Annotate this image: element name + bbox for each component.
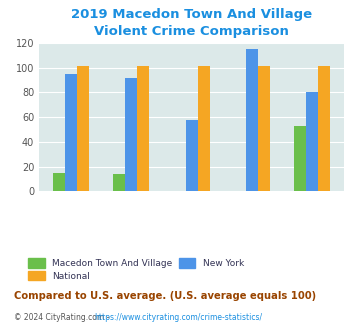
Bar xyxy=(198,66,210,191)
Bar xyxy=(113,174,125,191)
Bar xyxy=(246,49,258,191)
Text: © 2024 CityRating.com -: © 2024 CityRating.com - xyxy=(14,313,112,322)
Bar xyxy=(186,120,198,191)
Bar xyxy=(65,74,77,191)
Bar xyxy=(125,78,137,191)
Bar xyxy=(137,66,149,191)
Bar xyxy=(294,126,306,191)
Bar xyxy=(318,66,331,191)
Bar xyxy=(258,66,270,191)
Text: Compared to U.S. average. (U.S. average equals 100): Compared to U.S. average. (U.S. average … xyxy=(14,291,316,301)
Bar xyxy=(306,92,318,191)
Text: https://www.cityrating.com/crime-statistics/: https://www.cityrating.com/crime-statist… xyxy=(94,313,262,322)
Bar xyxy=(53,173,65,191)
Title: 2019 Macedon Town And Village
Violent Crime Comparison: 2019 Macedon Town And Village Violent Cr… xyxy=(71,8,312,38)
Bar xyxy=(77,66,89,191)
Legend: Macedon Town And Village, National, New York: Macedon Town And Village, National, New … xyxy=(28,258,244,281)
